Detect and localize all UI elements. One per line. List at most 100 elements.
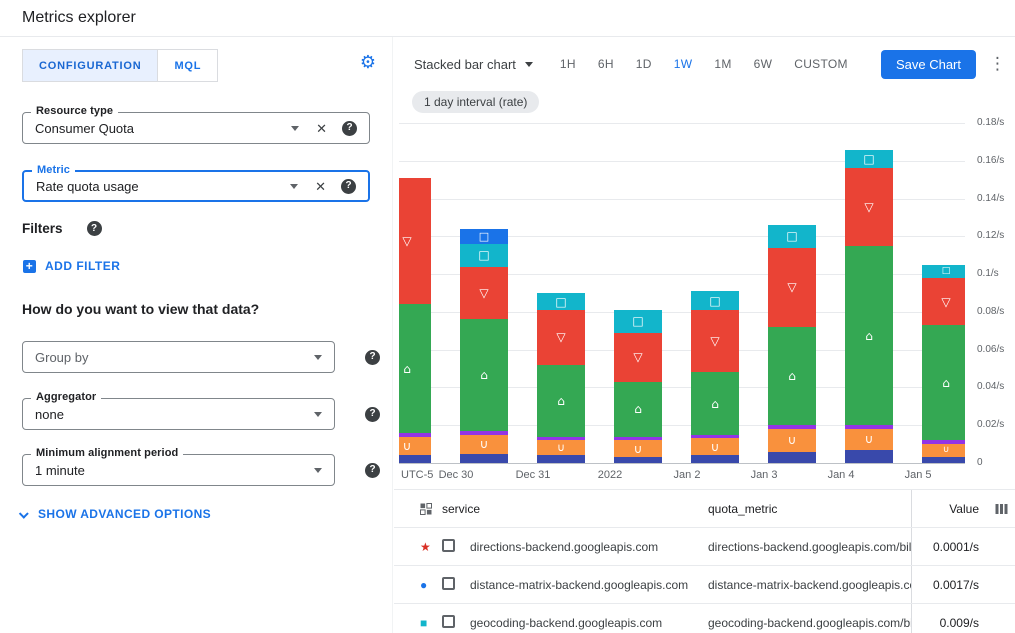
range-1w[interactable]: 1W xyxy=(673,57,693,71)
bar-segment-series-teal[interactable]: □ xyxy=(768,225,817,248)
chevron-down-icon[interactable] xyxy=(314,411,322,417)
column-header-value[interactable]: Value xyxy=(911,490,987,527)
bar[interactable]: ∪ ⌂ ▽ xyxy=(399,177,431,463)
help-icon[interactable]: ? xyxy=(365,462,380,478)
bar-segment-series-orange[interactable]: ∪ xyxy=(614,440,663,458)
bar[interactable]: ∪ ⌂ ▽ □ xyxy=(537,293,585,463)
chevron-down-icon[interactable] xyxy=(290,183,299,189)
column-header-service[interactable]: service xyxy=(442,501,481,516)
bar-segment-series-purple[interactable] xyxy=(537,436,585,441)
settings-gear-icon[interactable]: ⚙ xyxy=(359,52,376,72)
show-advanced-options-toggle[interactable]: SHOW ADVANCED OPTIONS xyxy=(18,507,211,521)
bar-segment-series-teal[interactable]: □ xyxy=(537,293,585,311)
metric-select[interactable]: Metric Rate quota usage ✕ ? xyxy=(22,164,370,202)
range-6h[interactable]: 6H xyxy=(597,57,614,71)
help-icon[interactable]: ? xyxy=(341,178,356,194)
bar-segment-series-purple[interactable] xyxy=(922,440,965,445)
tab-mql[interactable]: MQL xyxy=(158,49,219,82)
bar-segment-series-purple[interactable] xyxy=(460,430,508,435)
add-filter-button[interactable]: + ADD FILTER xyxy=(23,259,120,273)
range-custom[interactable]: CUSTOM xyxy=(794,57,848,71)
row-checkbox[interactable] xyxy=(442,576,455,590)
bar-segment-series-navy[interactable] xyxy=(922,457,965,463)
x-axis-labels: UTC-5 Dec 30 Dec 31 2022 Jan 2 Jan 3 Jan 4 Jan … xyxy=(399,469,965,485)
alignment-period-select[interactable]: Minimum alignment period 1 minute xyxy=(22,447,335,486)
help-icon[interactable]: ? xyxy=(342,120,357,136)
bar-segment-series-red[interactable]: ▽ xyxy=(537,310,585,365)
bar[interactable]: ∪ ⌂ ▽ □ xyxy=(691,291,740,463)
bar-segment-series-teal[interactable]: □ xyxy=(922,264,965,278)
bar[interactable]: ∪ ⌂ ▽ □ xyxy=(768,225,817,463)
bar-segment-series-teal[interactable]: □ xyxy=(845,149,894,169)
bar-segment-series-red[interactable]: ▽ xyxy=(614,332,663,382)
bar-segment-series-orange[interactable]: ∪ xyxy=(399,436,431,456)
bar-segment-series-teal[interactable]: □ xyxy=(460,243,508,267)
bar-segment-series-navy[interactable] xyxy=(614,457,663,463)
save-chart-button[interactable]: Save Chart xyxy=(880,49,976,79)
clear-icon[interactable]: ✕ xyxy=(315,178,326,194)
bar-segment-series-teal[interactable]: □ xyxy=(691,291,740,311)
bar-segment-series-red[interactable]: ▽ xyxy=(922,277,965,326)
resource-type-select[interactable]: Resource type Consumer Quota ✕ ? xyxy=(22,105,370,144)
chevron-down-icon[interactable] xyxy=(314,467,322,473)
chart-plot[interactable]: ∪ ⌂ ▽ ∪ ⌂ ▽ □ □ ∪ ⌂ ▽ □ ∪ ⌂ ▽ □ ∪ ⌂ ▽ □ ∪ ⌂ ▽ □ ∪ ⌂ ▽ □ ∪ ⌂ ▽ □ xyxy=(399,121,965,464)
chevron-down-icon[interactable] xyxy=(291,125,300,131)
bar[interactable]: ∪ ⌂ ▽ □ xyxy=(845,149,894,463)
help-icon[interactable]: ? xyxy=(86,221,102,236)
bar-segment-series-green[interactable]: ⌂ xyxy=(460,319,508,431)
bar-segment-series-green[interactable]: ⌂ xyxy=(768,327,817,426)
bar-segment-series-purple[interactable] xyxy=(768,425,817,430)
bar-segment-series-green[interactable]: ⌂ xyxy=(614,381,663,437)
chevron-down-icon[interactable] xyxy=(314,354,322,360)
bar[interactable]: ∪ ⌂ ▽ □ □ xyxy=(460,228,508,463)
bar-segment-series-orange[interactable]: ∪ xyxy=(691,438,740,456)
bar-segment-series-green[interactable]: ⌂ xyxy=(845,245,894,426)
bar-segment-series-red[interactable]: ▽ xyxy=(691,310,740,373)
bar-segment-series-red[interactable]: ▽ xyxy=(460,266,508,320)
bar-segment-series-navy[interactable] xyxy=(768,451,817,463)
aggregator-select[interactable]: Aggregator none xyxy=(22,391,335,430)
column-header-quota-metric[interactable]: quota_metric xyxy=(708,501,778,516)
y-tick-label: 0.02/s xyxy=(977,419,1005,431)
tab-configuration[interactable]: CONFIGURATION xyxy=(22,49,159,82)
bar[interactable]: ∪ ⌂ ▽ □ xyxy=(922,264,965,463)
bar-segment-series-orange[interactable]: ∪ xyxy=(768,429,817,452)
bar-segment-series-navy[interactable] xyxy=(691,455,740,463)
bar-segment-series-green[interactable]: ⌂ xyxy=(691,372,740,435)
bar-segment-series-orange[interactable]: ∪ xyxy=(922,444,965,458)
bar-segment-series-green[interactable]: ⌂ xyxy=(537,364,585,437)
bar-segment-series-red[interactable]: ▽ xyxy=(768,247,817,328)
range-1h[interactable]: 1H xyxy=(559,57,576,71)
clear-icon[interactable]: ✕ xyxy=(316,120,327,136)
bar-segment-series-orange[interactable]: ∪ xyxy=(537,440,585,456)
bar-segment-series-purple[interactable] xyxy=(691,434,740,439)
kebab-menu-icon[interactable]: ⋮ xyxy=(989,54,1006,73)
bar-segment-series-green[interactable]: ⌂ xyxy=(399,304,431,433)
bar-segment-series-green[interactable]: ⌂ xyxy=(922,325,965,441)
bar[interactable]: ∪ ⌂ ▽ □ xyxy=(614,310,663,463)
bar-segment-series-orange[interactable]: ∪ xyxy=(845,429,894,450)
help-icon[interactable]: ? xyxy=(365,406,380,422)
row-checkbox[interactable] xyxy=(442,538,455,552)
bar-segment-series-purple[interactable] xyxy=(614,436,663,441)
bar-segment-series-orange[interactable]: ∪ xyxy=(460,434,508,454)
bar-segment-series-navy[interactable] xyxy=(845,449,894,463)
column-settings-icon[interactable] xyxy=(987,490,1015,527)
toggle-series-icon[interactable] xyxy=(420,502,442,515)
bar-segment-series-red[interactable]: ▽ xyxy=(845,168,894,246)
bar-segment-series-blue[interactable]: □ xyxy=(460,228,508,244)
help-icon[interactable]: ? xyxy=(365,349,380,365)
range-1m[interactable]: 1M xyxy=(714,57,732,71)
bar-segment-series-navy[interactable] xyxy=(537,455,585,463)
row-checkbox[interactable] xyxy=(442,614,455,628)
bar-segment-series-purple[interactable] xyxy=(399,432,431,437)
chart-type-dropdown[interactable]: Stacked bar chart xyxy=(414,57,533,72)
bar-segment-series-red[interactable]: ▽ xyxy=(399,177,431,305)
range-6w[interactable]: 6W xyxy=(753,57,773,71)
bar-segment-series-navy[interactable] xyxy=(460,453,508,463)
range-1d[interactable]: 1D xyxy=(635,57,652,71)
group-by-select[interactable]: Group by xyxy=(22,341,335,373)
bar-segment-series-navy[interactable] xyxy=(399,455,431,463)
bar-segment-series-purple[interactable] xyxy=(845,425,894,430)
bar-segment-series-teal[interactable]: □ xyxy=(614,310,663,333)
